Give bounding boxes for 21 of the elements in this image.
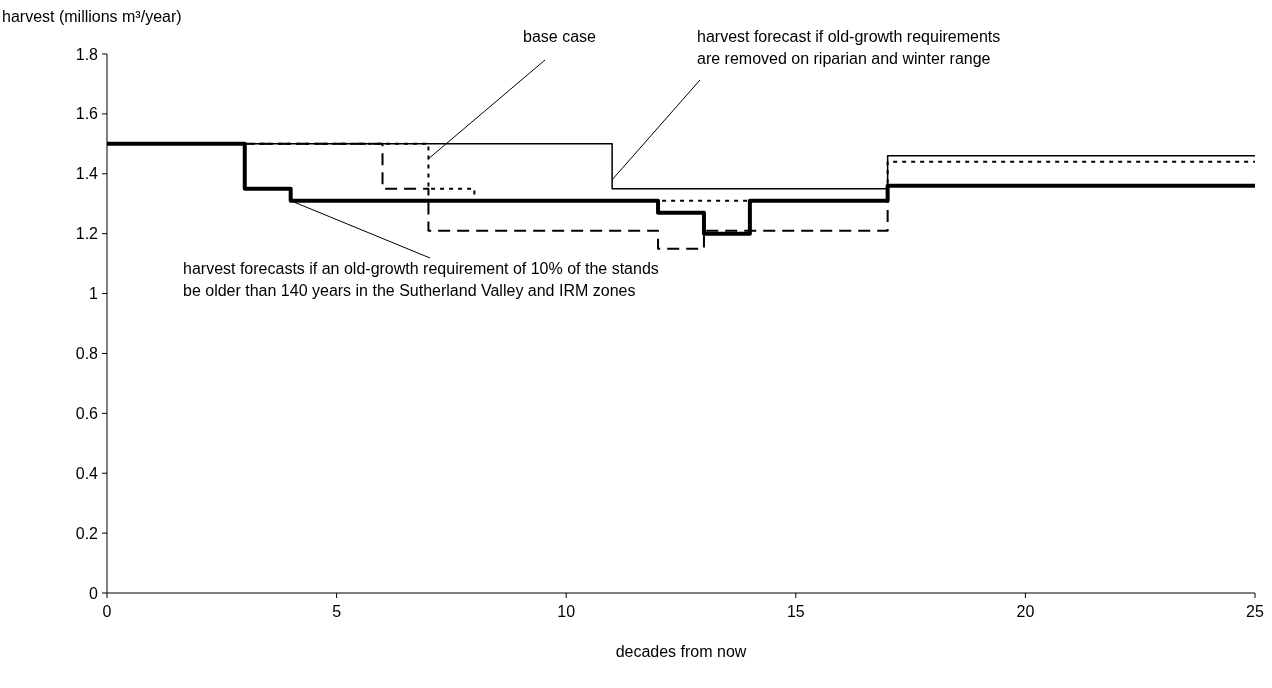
y-tick-label: 0 (89, 584, 99, 602)
x-axis-title: decades from now (615, 643, 747, 660)
x-tick-label: 15 (786, 603, 805, 620)
y-tick-label: 1 (89, 285, 99, 303)
y-tick-label: 1.6 (75, 105, 99, 123)
y-tick-label: 0.2 (75, 524, 99, 542)
y-tick-label: 0.6 (75, 404, 99, 422)
y-tick-label: 1.2 (75, 225, 99, 243)
x-tick-label: 10 (557, 603, 576, 620)
y-tick-label: 1.8 (75, 45, 99, 63)
y-tick-label: 0.4 (75, 464, 99, 482)
y-axis-title: harvest (millions m³/year) (2, 8, 182, 25)
x-tick-label: 25 (1246, 603, 1264, 620)
x-tick-label: 5 (332, 603, 342, 620)
y-tick-label: 0.8 (75, 345, 99, 363)
annotation: harvest forecast if old-growth requirements are removed on riparian and winter range (697, 28, 1001, 67)
x-tick-label: 20 (1016, 603, 1035, 620)
y-tick-label: 1.4 (75, 165, 99, 183)
annotation: base case (523, 28, 597, 45)
annotation: harvest forecasts if an old-growth requirement of 10% of the stands be older than 140 years in the Sutherland Valley and IRM zones (183, 260, 659, 299)
x-tick-label: 0 (102, 603, 112, 620)
